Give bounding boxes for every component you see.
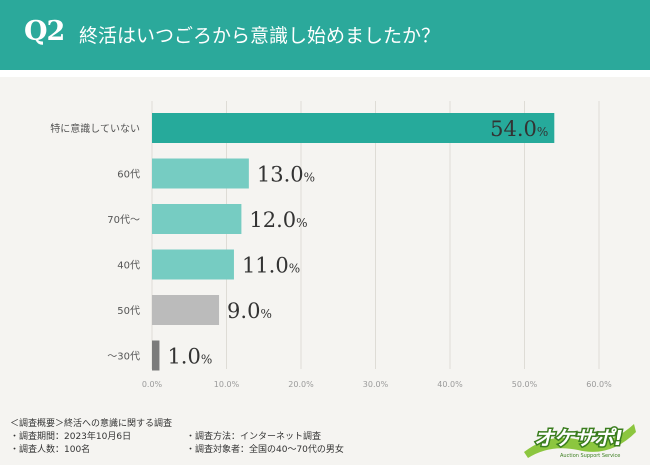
logo-sub-text: Auction Support Service	[560, 453, 620, 459]
bar	[152, 204, 242, 234]
chart-panel: 0.0% 10.0% 20.0% 30.0% 40.0% 50.0% 60.0% 特に意識して…	[0, 77, 650, 465]
data-label: 54.0%	[490, 117, 548, 141]
category-label: 70代〜	[107, 214, 140, 226]
question-text: 終活はいつごろから意識し始めましたか？	[79, 25, 441, 47]
data-label: 9.0%	[227, 299, 272, 323]
bar	[152, 113, 555, 143]
bar	[152, 249, 234, 280]
x-tick-label: 40.0%	[437, 380, 463, 389]
x-tick-label: 30.0%	[363, 380, 389, 389]
question-number: Q2	[24, 16, 65, 47]
data-label: 12.0%	[249, 208, 307, 232]
category-label: 50代	[117, 305, 140, 317]
category-label: 60代	[117, 169, 140, 181]
x-tick-label: 50.0%	[512, 380, 538, 389]
brand-logo: オケサポ! Auction Support Service	[524, 424, 636, 459]
x-tick-label: 0.0%	[142, 380, 163, 389]
category-label: 40代	[117, 260, 140, 272]
x-tick-label: 60.0%	[586, 380, 612, 389]
bar	[152, 158, 249, 189]
survey-respondents: ・調査人数：100名	[10, 445, 91, 455]
x-tick-label: 20.0%	[288, 380, 314, 389]
bar	[152, 295, 220, 325]
survey-method: ・調査方法：インターネット調査	[186, 432, 322, 442]
logo-brand-text: オケサポ!	[534, 426, 623, 450]
bar	[152, 340, 160, 371]
x-tick-label: 10.0%	[214, 380, 240, 389]
data-label: 11.0%	[242, 254, 300, 278]
bar-chart: 0.0% 10.0% 20.0% 30.0% 40.0% 50.0% 60.0% 特に意識して…	[50, 101, 612, 389]
survey-period: ・調査期間：2023年10月6日	[10, 432, 132, 442]
data-label: 13.0%	[257, 163, 315, 187]
survey-target: ・調査対象者：全国の40〜70代の男女	[186, 445, 344, 455]
category-label: 特に意識していない	[50, 122, 140, 135]
category-label: 〜30代	[107, 351, 140, 363]
survey-title: ＜調査概要＞終活への意識に関する調査	[10, 419, 173, 429]
data-label: 1.0%	[167, 345, 212, 369]
logo-swoosh	[524, 424, 636, 458]
header-banner: Q2 終活はいつごろから意識し始めましたか？	[0, 0, 650, 70]
